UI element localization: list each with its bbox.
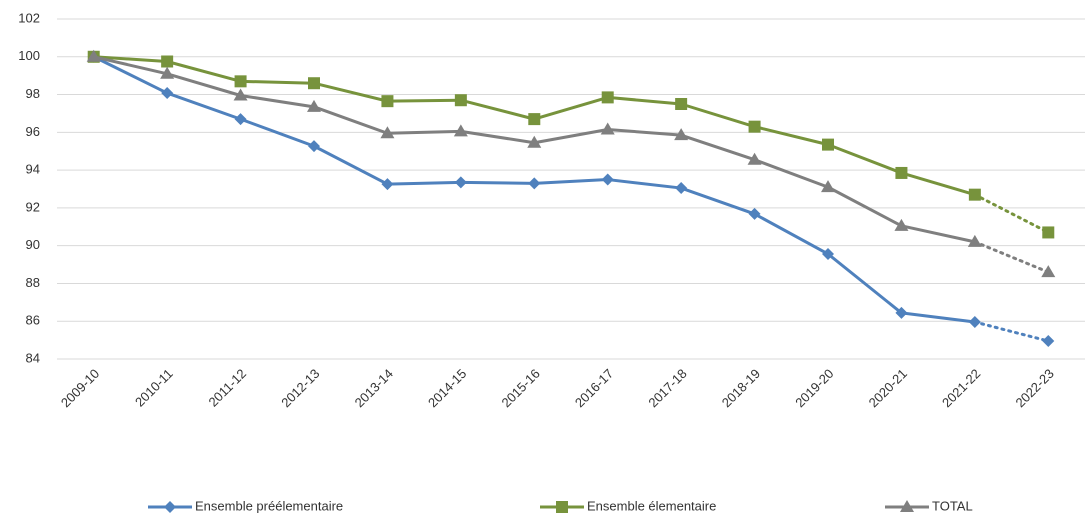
legend-label: TOTAL — [932, 498, 973, 513]
point-marker — [453, 124, 468, 137]
point-marker — [674, 128, 689, 141]
point-marker — [528, 177, 541, 190]
point-marker — [675, 98, 688, 110]
y-tick-label: 98 — [26, 86, 40, 101]
legend-marker — [164, 501, 176, 513]
point-marker — [894, 218, 909, 231]
y-tick-label: 100 — [18, 48, 40, 63]
point-marker — [747, 152, 762, 165]
y-tick-label: 92 — [26, 199, 40, 214]
x-tick-label: 2016-17 — [572, 366, 616, 410]
point-marker — [161, 87, 174, 100]
point-marker — [1042, 226, 1055, 239]
point-marker — [895, 306, 908, 319]
x-tick-label: 2013-14 — [352, 366, 396, 410]
point-marker — [527, 135, 542, 148]
point-marker — [601, 173, 614, 186]
x-tick-label: 2017-18 — [645, 366, 689, 410]
point-marker — [822, 247, 834, 260]
x-tick-label: 2010-11 — [132, 366, 176, 410]
point-marker — [380, 126, 395, 139]
series-line — [93, 55, 976, 324]
point-marker — [86, 49, 101, 62]
point-marker — [675, 182, 688, 195]
x-tick-label: 2014-15 — [425, 366, 469, 410]
point-marker — [748, 120, 761, 133]
point-marker — [454, 94, 467, 107]
y-tick-label: 88 — [26, 275, 40, 290]
x-tick-label: 2021-22 — [939, 366, 983, 410]
point-marker — [308, 140, 320, 153]
x-tick-label: 2015-16 — [498, 366, 542, 410]
point-marker — [600, 122, 615, 135]
point-marker — [308, 77, 320, 90]
point-marker — [968, 188, 981, 201]
x-tick-label: 2019-20 — [792, 366, 836, 410]
point-marker — [968, 315, 981, 328]
point-marker — [1042, 335, 1055, 348]
point-marker — [160, 66, 175, 79]
legend-label: Ensemble préélementaire — [195, 498, 343, 513]
y-tick-label: 90 — [26, 237, 40, 252]
point-marker — [967, 234, 982, 247]
series-line — [973, 193, 1050, 234]
x-tick-label: 2020-21 — [866, 366, 910, 410]
legend-label: Ensemble élementaire — [587, 498, 716, 513]
y-tick-label: 84 — [26, 350, 40, 365]
x-tick-label: 2022-23 — [1012, 366, 1056, 410]
legend-marker — [900, 500, 914, 512]
point-marker — [233, 88, 248, 101]
point-marker — [161, 55, 174, 68]
series-line — [973, 240, 1050, 274]
point-marker — [234, 75, 247, 88]
series-line — [973, 320, 1050, 343]
point-marker — [381, 95, 394, 108]
point-marker — [821, 180, 835, 193]
point-marker — [601, 91, 614, 104]
point-marker — [234, 113, 247, 126]
point-marker — [822, 138, 834, 151]
point-marker — [1041, 265, 1056, 278]
point-marker — [895, 166, 908, 179]
y-tick-label: 96 — [26, 124, 40, 139]
series-line — [93, 55, 976, 197]
point-marker — [307, 99, 321, 112]
y-tick-label: 102 — [18, 10, 40, 25]
x-tick-label: 2009-10 — [58, 366, 102, 410]
point-marker — [381, 178, 394, 191]
x-tick-label: 2018-19 — [719, 366, 763, 410]
x-tick-label: 2012-13 — [278, 366, 322, 410]
point-marker — [748, 207, 761, 220]
y-tick-label: 86 — [26, 313, 40, 328]
legend-marker — [556, 501, 568, 513]
x-tick-label: 2011-12 — [205, 366, 249, 410]
point-marker — [454, 176, 467, 189]
y-tick-label: 94 — [26, 162, 40, 177]
point-marker — [528, 113, 541, 126]
